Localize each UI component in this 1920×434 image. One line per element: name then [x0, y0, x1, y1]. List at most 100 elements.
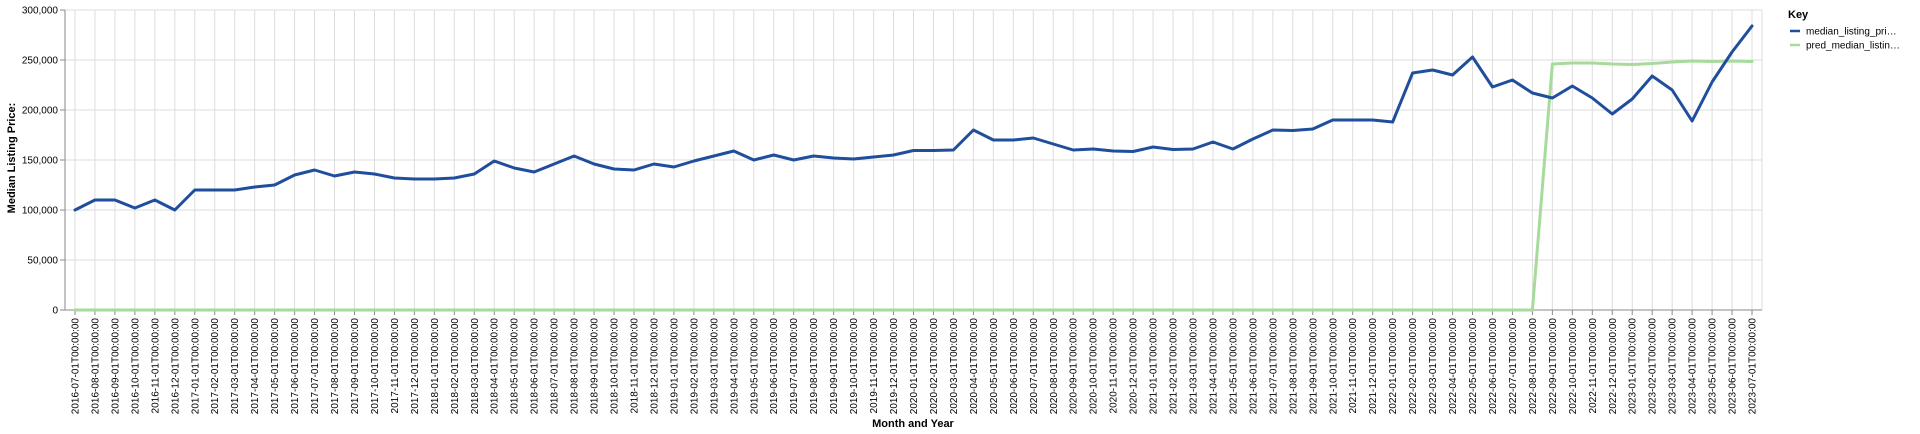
- x-tick-label: 2023-04-01T00:00:00: [1688, 318, 1699, 415]
- series-line-1: [73, 59, 1754, 312]
- x-tick-label: 2017-03-01T00:00:00: [230, 318, 241, 415]
- x-tick-label: 2017-09-01T00:00:00: [350, 318, 361, 415]
- x-tick-label: 2021-10-01T00:00:00: [1328, 318, 1339, 415]
- x-tick-label: 2020-12-01T00:00:00: [1129, 318, 1140, 415]
- x-tick-label: 2020-05-01T00:00:00: [989, 318, 1000, 415]
- x-tick-label: 2022-01-01T00:00:00: [1388, 318, 1399, 415]
- x-tick-label: 2020-03-01T00:00:00: [949, 318, 960, 415]
- legend: Key median_listing_pri… pred_median_listi…: [1788, 9, 1900, 52]
- y-tick-label: 200,000: [22, 106, 59, 117]
- x-tick-label: 2020-06-01T00:00:00: [1009, 318, 1020, 415]
- x-tick-label: 2017-04-01T00:00:00: [250, 318, 261, 415]
- series-lines: [73, 24, 1754, 312]
- x-tick-label: 2019-11-01T00:00:00: [869, 318, 880, 414]
- x-tick-label: 2021-05-01T00:00:00: [1228, 318, 1239, 415]
- x-tick-label: 2020-10-01T00:00:00: [1089, 318, 1100, 415]
- x-tick-label: 2022-12-01T00:00:00: [1608, 318, 1619, 415]
- x-tick-label: 2017-01-01T00:00:00: [190, 318, 201, 415]
- x-tick-label: 2019-08-01T00:00:00: [809, 318, 820, 415]
- x-tick-label: 2021-07-01T00:00:00: [1268, 318, 1279, 415]
- x-tick-label: 2018-10-01T00:00:00: [610, 318, 621, 415]
- x-tick-label: 2018-04-01T00:00:00: [490, 318, 501, 415]
- legend-entries: median_listing_pri… pred_median_listin…: [1790, 27, 1900, 52]
- x-tick-label: 2016-08-01T00:00:00: [90, 318, 101, 415]
- y-tick-label: 0: [52, 306, 58, 317]
- x-tick-label: 2021-09-01T00:00:00: [1308, 318, 1319, 415]
- x-tick-label: 2016-10-01T00:00:00: [130, 318, 141, 415]
- x-tick-label: 2022-06-01T00:00:00: [1488, 318, 1499, 415]
- x-tick-label: 2019-03-01T00:00:00: [709, 318, 720, 415]
- y-axis-title: Median Listing Price:: [6, 103, 18, 214]
- y-tick-label: 50,000: [27, 256, 58, 267]
- x-tick-label: 2018-03-01T00:00:00: [470, 318, 481, 415]
- x-tick-label: 2018-07-01T00:00:00: [550, 318, 561, 415]
- x-tick-label: 2020-02-01T00:00:00: [929, 318, 940, 415]
- y-tick-label: 150,000: [22, 156, 59, 167]
- x-tick-label: 2020-07-01T00:00:00: [1029, 318, 1040, 415]
- x-tick-label: 2019-05-01T00:00:00: [749, 318, 760, 415]
- x-tick-label: 2017-11-01T00:00:00: [390, 318, 401, 414]
- x-tick-label: 2020-08-01T00:00:00: [1049, 318, 1060, 415]
- x-tick-label: 2017-08-01T00:00:00: [330, 318, 341, 415]
- y-tick-label: 300,000: [22, 6, 59, 17]
- x-tick-label: 2022-10-01T00:00:00: [1568, 318, 1579, 415]
- legend-label-0: median_listing_pri…: [1806, 27, 1897, 38]
- x-tick-label: 2020-11-01T00:00:00: [1109, 318, 1120, 414]
- x-tick-label: 2017-07-01T00:00:00: [310, 318, 321, 415]
- y-tick-label: 250,000: [22, 56, 59, 67]
- y-tick-label: 100,000: [22, 206, 59, 217]
- x-tick-label: 2021-06-01T00:00:00: [1248, 318, 1259, 415]
- x-tick-label: 2016-09-01T00:00:00: [110, 318, 121, 415]
- x-tick-label: 2019-06-01T00:00:00: [769, 318, 780, 415]
- x-tick-label: 2023-01-01T00:00:00: [1628, 318, 1639, 415]
- x-tick-label: 2021-12-01T00:00:00: [1368, 318, 1379, 415]
- x-tick-label: 2023-05-01T00:00:00: [1708, 318, 1719, 415]
- x-tick-label: 2022-04-01T00:00:00: [1448, 318, 1459, 415]
- x-tick-label: 2021-02-01T00:00:00: [1169, 318, 1180, 415]
- x-tick-label: 2019-04-01T00:00:00: [729, 318, 740, 415]
- x-tick-label: 2020-01-01T00:00:00: [909, 318, 920, 415]
- x-tick-label: 2023-07-01T00:00:00: [1748, 318, 1759, 415]
- x-tick-label: 2022-09-01T00:00:00: [1548, 318, 1559, 415]
- x-tick-label: 2016-12-01T00:00:00: [170, 318, 181, 415]
- x-tick-label: 2018-06-01T00:00:00: [530, 318, 541, 415]
- x-tick-label: 2018-08-01T00:00:00: [570, 318, 581, 415]
- x-tick-label: 2021-08-01T00:00:00: [1288, 318, 1299, 415]
- x-tick-label: 2021-03-01T00:00:00: [1189, 318, 1200, 415]
- x-tick-label: 2017-10-01T00:00:00: [370, 318, 381, 415]
- x-tick-label: 2017-05-01T00:00:00: [270, 318, 281, 415]
- series-line-0: [73, 24, 1754, 212]
- grid: [64, 9, 1763, 311]
- x-tick-label: 2022-03-01T00:00:00: [1428, 318, 1439, 415]
- x-tick-label: 2016-11-01T00:00:00: [150, 318, 161, 414]
- x-tick-label: 2019-01-01T00:00:00: [669, 318, 680, 415]
- legend-title: Key: [1788, 9, 1809, 21]
- x-tick-label: 2019-07-01T00:00:00: [789, 318, 800, 415]
- x-tick-label: 2023-06-01T00:00:00: [1728, 318, 1739, 415]
- x-tick-label: 2022-07-01T00:00:00: [1508, 318, 1519, 415]
- x-tick-label: 2019-10-01T00:00:00: [849, 318, 860, 415]
- x-tick-label: 2019-12-01T00:00:00: [889, 318, 900, 415]
- x-tick-label: 2022-02-01T00:00:00: [1408, 318, 1419, 415]
- x-tick-label: 2021-11-01T00:00:00: [1348, 318, 1359, 414]
- x-tick-label: 2022-08-01T00:00:00: [1528, 318, 1539, 415]
- y-axis: 0 50,000 100,000 150,000 200,000 250,000 300,0…: [22, 6, 66, 317]
- x-tick-label: 2022-11-01T00:00:00: [1588, 318, 1599, 414]
- legend-label-1: pred_median_listin…: [1806, 41, 1900, 52]
- x-tick-label: 2017-02-01T00:00:00: [210, 318, 221, 415]
- x-tick-label: 2018-01-01T00:00:00: [430, 318, 441, 415]
- x-axis-title: Month and Year: [872, 418, 954, 430]
- x-tick-label: 2021-01-01T00:00:00: [1149, 318, 1160, 415]
- x-tick-label: 2018-09-01T00:00:00: [590, 318, 601, 415]
- x-tick-label: 2018-11-01T00:00:00: [629, 318, 640, 414]
- x-axis: 2016-07-01T00:00:00 2016-08-01T00:00:00 20…: [65, 309, 1762, 415]
- x-tick-label: 2018-02-01T00:00:00: [450, 318, 461, 415]
- x-tick-label: 2019-02-01T00:00:00: [689, 318, 700, 415]
- x-tick-label: 2022-05-01T00:00:00: [1468, 318, 1479, 415]
- x-tick-label: 2023-02-01T00:00:00: [1648, 318, 1659, 415]
- x-tick-label: 2019-09-01T00:00:00: [829, 318, 840, 415]
- x-tick-label: 2016-07-01T00:00:00: [70, 318, 81, 415]
- x-tick-label: 2017-12-01T00:00:00: [410, 318, 421, 415]
